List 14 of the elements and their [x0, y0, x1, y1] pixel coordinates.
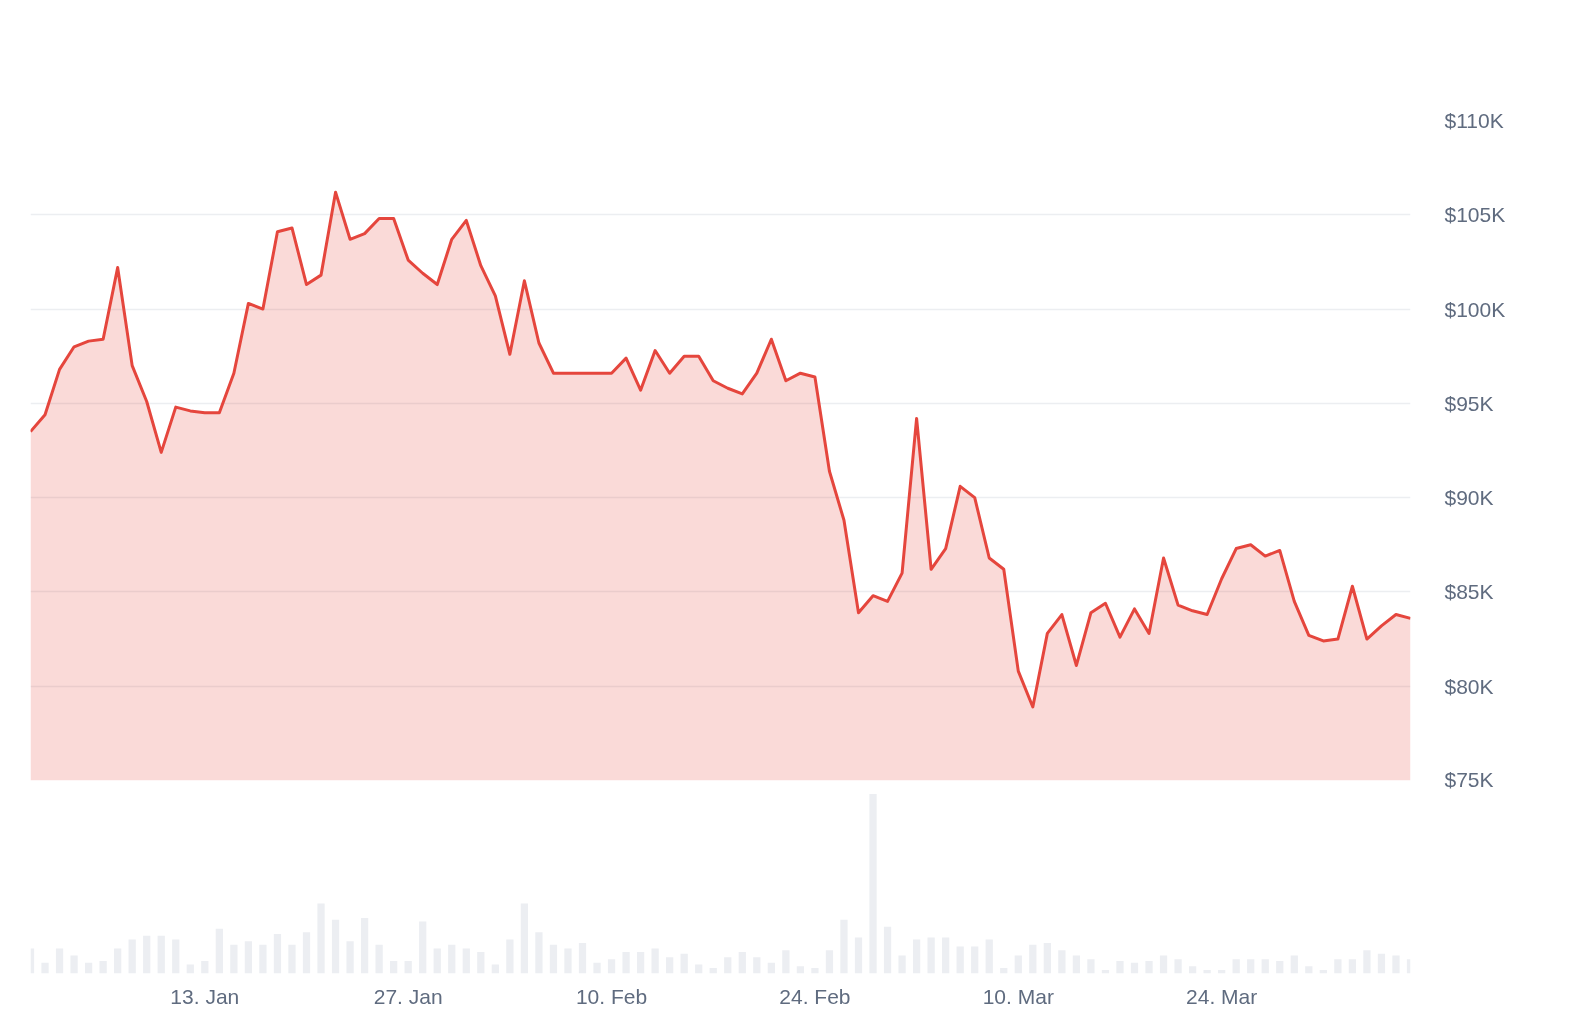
- y-tick-label: $90K: [1444, 486, 1494, 510]
- y-tick-label: $75K: [1444, 767, 1494, 791]
- y-tick-label: $105K: [1444, 203, 1506, 227]
- x-tick-label: 10. Feb: [575, 984, 648, 1008]
- x-tick-label: 13. Jan: [170, 984, 240, 1008]
- x-tick-label: 24. Feb: [779, 984, 851, 1008]
- y-tick-label: $95K: [1444, 391, 1494, 415]
- x-tick-label: 10. Mar: [982, 984, 1054, 1008]
- y-tick-label: $110K: [1444, 109, 1504, 132]
- y-tick-label: $100K: [1444, 297, 1506, 321]
- y-tick-label: $85K: [1444, 580, 1494, 604]
- x-tick-label: 27. Jan: [373, 984, 443, 1008]
- x-tick-label: 24. Mar: [1186, 984, 1258, 1008]
- y-tick-label: $80K: [1444, 674, 1494, 698]
